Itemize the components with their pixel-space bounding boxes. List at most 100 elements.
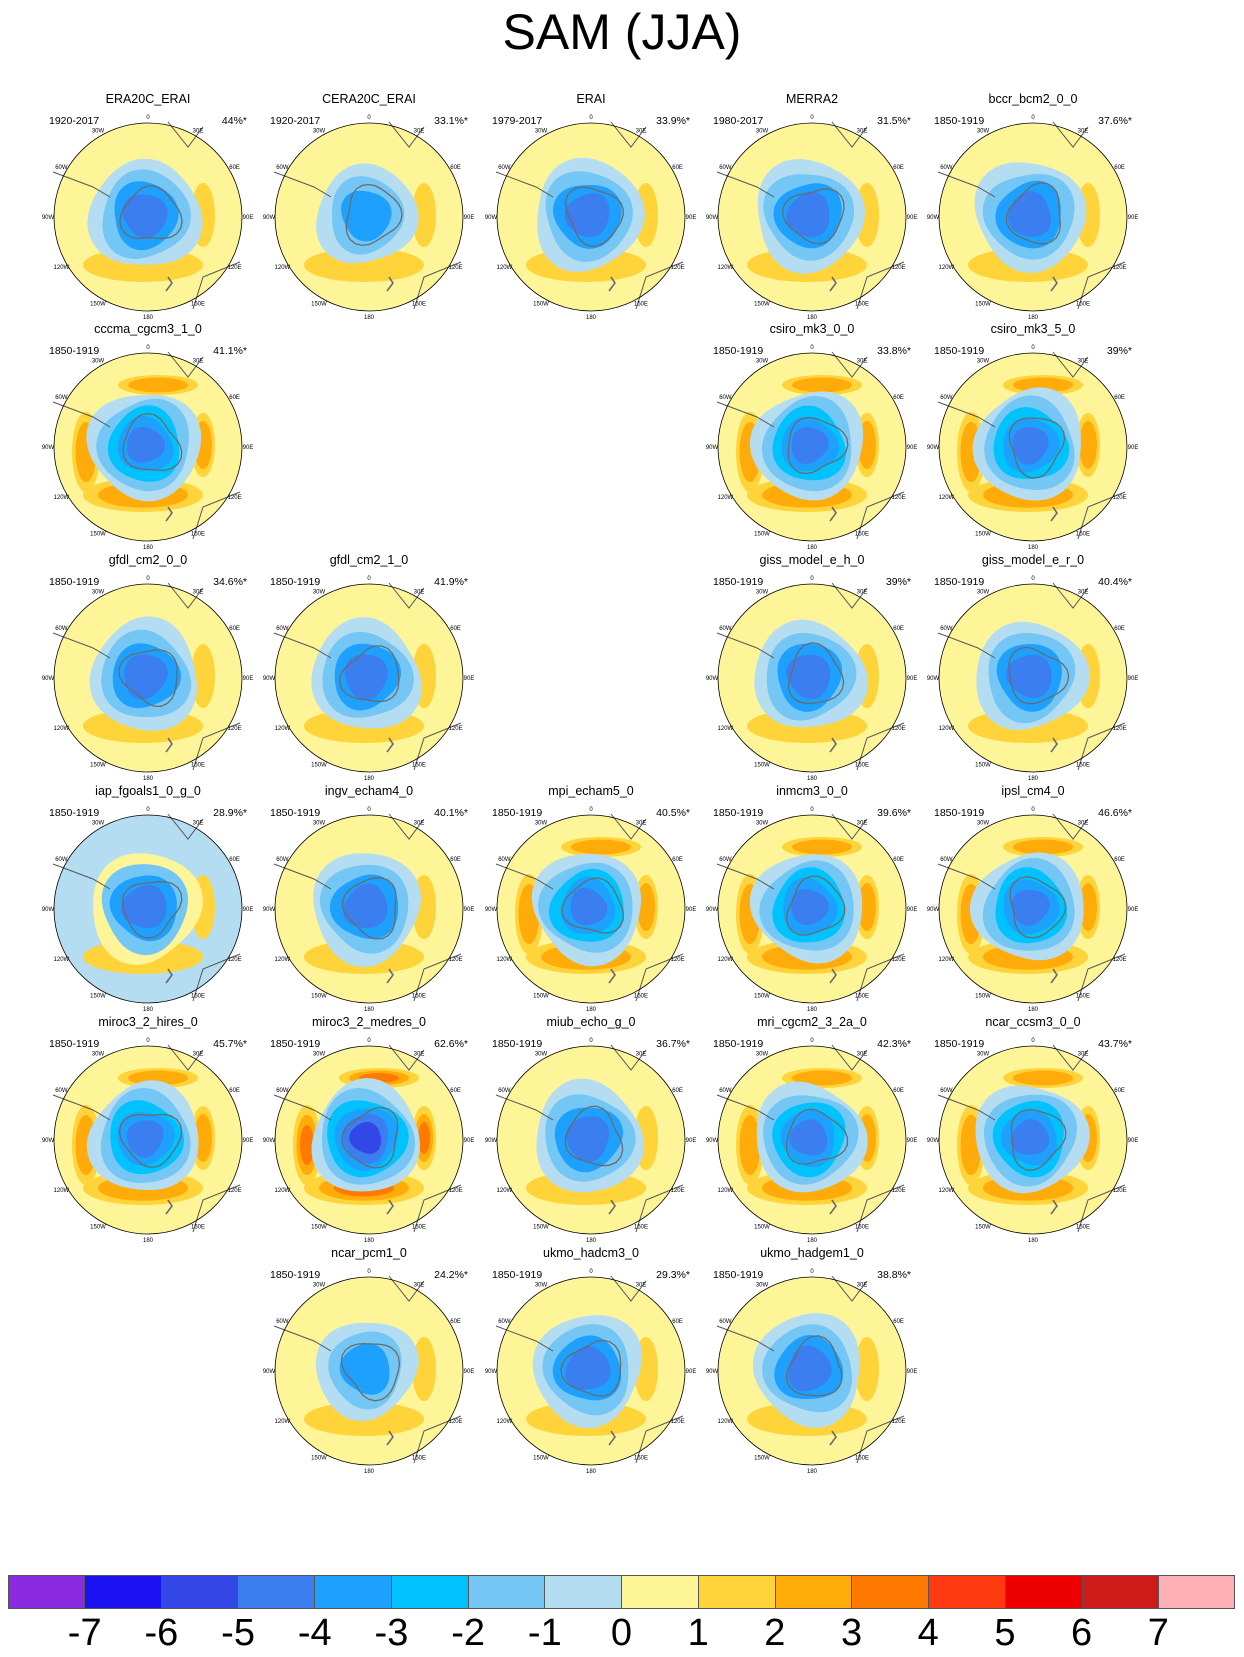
map-field bbox=[275, 815, 463, 1003]
longitude-label: 180 bbox=[1028, 545, 1039, 551]
south-america-outline bbox=[273, 1325, 332, 1352]
longitude-label: 120W bbox=[718, 1188, 734, 1194]
colorbar-tick-label: 5 bbox=[994, 1612, 1016, 1654]
africa-outline bbox=[388, 582, 425, 609]
map-boundary bbox=[496, 814, 686, 1004]
longitude-label: 30E bbox=[1078, 589, 1089, 595]
panel-variance-explained: 41.9%* bbox=[434, 576, 468, 588]
africa-outline bbox=[831, 813, 868, 840]
map-field bbox=[939, 353, 1127, 541]
south-america-outline bbox=[273, 171, 332, 198]
longitude-label: 90E bbox=[686, 907, 697, 913]
panel-period: 1850-1919 bbox=[713, 576, 764, 588]
longitude-label: 150E bbox=[412, 1225, 426, 1231]
map-field bbox=[497, 1277, 685, 1465]
panel-period: 1850-1919 bbox=[270, 1269, 321, 1281]
longitude-label: 120W bbox=[54, 265, 70, 271]
longitude-label: 0 bbox=[146, 345, 150, 351]
longitude-label: 90E bbox=[464, 1369, 475, 1375]
longitude-label: 30E bbox=[193, 128, 204, 134]
panel-period: 1850-1919 bbox=[492, 1038, 543, 1050]
colorbar-tick-label: -5 bbox=[221, 1612, 255, 1654]
colorbar-swatch bbox=[161, 1575, 239, 1609]
longitude-label: 90W bbox=[706, 676, 719, 682]
longitude-label: 90W bbox=[485, 215, 498, 221]
antarctica-coastline bbox=[782, 188, 845, 245]
longitude-label: 30W bbox=[535, 1051, 548, 1057]
longitude-label: 90W bbox=[927, 1138, 940, 1144]
longitude-label: 150E bbox=[855, 1225, 869, 1231]
longitude-label: 150E bbox=[1076, 994, 1090, 1000]
map-field bbox=[54, 1046, 242, 1234]
longitude-label: 0 bbox=[367, 1269, 371, 1275]
longitude-label: 60E bbox=[893, 395, 904, 401]
longitude-label: 30E bbox=[1078, 128, 1089, 134]
longitude-label: 180 bbox=[1028, 315, 1039, 321]
map-boundary bbox=[717, 1276, 907, 1466]
longitude-label: 180 bbox=[807, 315, 818, 321]
panel-variance-explained: 40.4%* bbox=[1098, 576, 1132, 588]
polar-stereographic-map: 0 30E 60E 90E 120E 150E 180 150W 120W 90W 60W 30W bbox=[485, 1038, 697, 1244]
panel-period: 1850-1919 bbox=[49, 807, 100, 819]
map-panel: miub_echo_g_0 1850-1919 36.7%* 0 30E 60E 90E 12… bbox=[485, 1015, 697, 1255]
longitude-label: 90E bbox=[243, 907, 254, 913]
longitude-label: 90E bbox=[243, 215, 254, 221]
map-boundary bbox=[717, 814, 907, 1004]
longitude-label: 150E bbox=[855, 763, 869, 769]
panel-period: 1920-2017 bbox=[270, 115, 321, 127]
longitude-label: 150W bbox=[754, 994, 770, 1000]
panel-variance-explained: 45.7%* bbox=[213, 1038, 247, 1050]
longitude-label: 90E bbox=[907, 1138, 918, 1144]
longitude-label: 60E bbox=[1114, 626, 1125, 632]
longitude-label: 60W bbox=[719, 626, 732, 632]
polar-stereographic-map: 0 30E 60E 90E 120E 150E 180 150W 120W 90W 60W 30W bbox=[42, 115, 254, 321]
antarctica-coastline bbox=[119, 185, 183, 240]
south-america-outline bbox=[52, 401, 111, 428]
longitude-label: 60W bbox=[940, 626, 953, 632]
colorbar-swatch bbox=[468, 1575, 546, 1609]
panel-title: CERA20C_ERAI bbox=[322, 92, 416, 106]
africa-outline bbox=[610, 1044, 647, 1071]
africa-outline bbox=[388, 1275, 425, 1302]
colorbar-tick-label: -7 bbox=[67, 1612, 102, 1654]
panel-variance-explained: 33.9%* bbox=[656, 115, 690, 127]
polar-stereographic-map: 0 30E 60E 90E 120E 150E 180 150W 120W 90W 60W 30W bbox=[42, 345, 254, 551]
longitude-label: 180 bbox=[364, 1238, 375, 1244]
longitude-label: 90W bbox=[706, 215, 719, 221]
longitude-label: 120W bbox=[718, 1419, 734, 1425]
panel-period: 1920-2017 bbox=[49, 115, 100, 127]
longitude-label: 90E bbox=[686, 1138, 697, 1144]
south-america-outline bbox=[52, 1094, 111, 1121]
longitude-label: 90E bbox=[464, 215, 475, 221]
longitude-label: 0 bbox=[1031, 115, 1035, 121]
map-field bbox=[718, 1277, 906, 1465]
longitude-label: 120E bbox=[892, 726, 906, 732]
longitude-label: 120W bbox=[497, 1419, 513, 1425]
longitude-label: 120E bbox=[1113, 265, 1127, 271]
polar-stereographic-map: 0 30E 60E 90E 120E 150E 180 150W 120W 90W 60W 30W bbox=[485, 115, 697, 321]
panel-period: 1850-1919 bbox=[934, 1038, 985, 1050]
longitude-label: 150W bbox=[533, 994, 549, 1000]
longitude-label: 60E bbox=[893, 1319, 904, 1325]
longitude-label: 0 bbox=[146, 115, 150, 121]
longitude-label: 180 bbox=[143, 1238, 154, 1244]
longitude-label: 90W bbox=[485, 1369, 498, 1375]
panel-variance-explained: 28.9%* bbox=[213, 807, 247, 819]
panel-period: 1850-1919 bbox=[934, 576, 985, 588]
longitude-label: 30W bbox=[977, 1051, 990, 1057]
longitude-label: 120W bbox=[939, 495, 955, 501]
longitude-label: 150E bbox=[634, 1225, 648, 1231]
longitude-label: 150W bbox=[311, 994, 327, 1000]
longitude-label: 60E bbox=[450, 626, 461, 632]
south-america-outline bbox=[716, 171, 775, 198]
map-boundary bbox=[938, 352, 1128, 542]
map-boundary bbox=[53, 122, 243, 312]
map-boundary bbox=[938, 122, 1128, 312]
map-field bbox=[54, 123, 242, 311]
longitude-label: 60W bbox=[719, 165, 732, 171]
panel-variance-explained: 62.6%* bbox=[434, 1038, 468, 1050]
longitude-label: 60W bbox=[719, 1319, 732, 1325]
panel-variance-explained: 39%* bbox=[1106, 345, 1132, 357]
longitude-label: 120E bbox=[1113, 726, 1127, 732]
antarctica-coastline bbox=[561, 877, 624, 934]
